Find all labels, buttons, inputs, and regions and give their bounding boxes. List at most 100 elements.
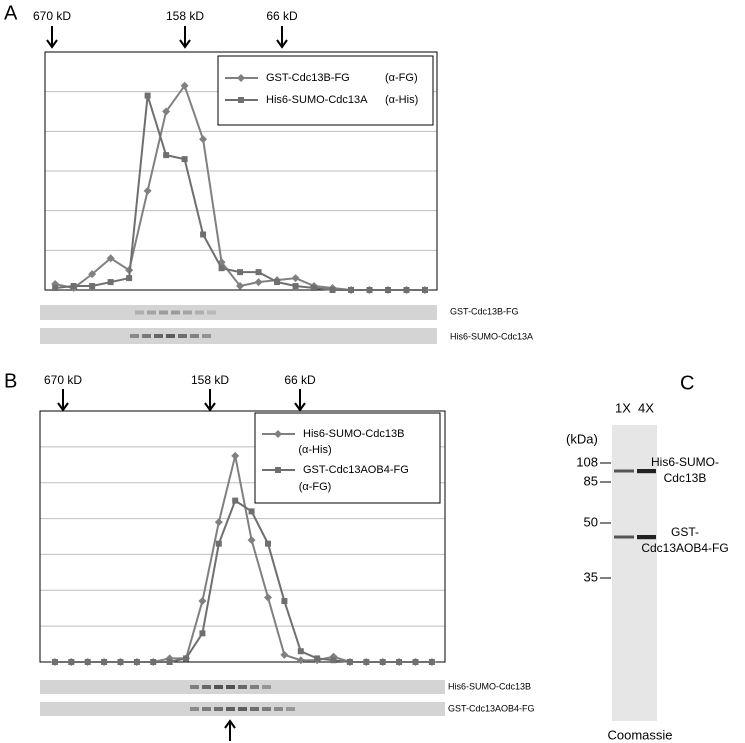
blot-band xyxy=(159,310,168,315)
size-arrow xyxy=(179,26,191,49)
series-line xyxy=(54,499,432,663)
marker xyxy=(255,269,262,276)
legend-label: His6-SUMO-Cdc13B xyxy=(303,428,404,440)
gel-band xyxy=(637,469,656,474)
marker xyxy=(166,659,173,665)
marker xyxy=(296,656,305,665)
marker xyxy=(236,282,245,291)
unit-label: (kDa) xyxy=(566,431,598,446)
blot-band xyxy=(147,310,156,315)
marker xyxy=(126,275,133,282)
blot-band xyxy=(214,685,223,689)
panel-label: C xyxy=(680,372,694,394)
marker xyxy=(181,156,188,163)
marker xyxy=(101,659,108,665)
marker xyxy=(133,659,140,665)
marker xyxy=(84,659,91,665)
marker xyxy=(280,650,289,659)
marker xyxy=(348,287,355,293)
blot-band xyxy=(226,707,235,711)
size-arrow xyxy=(204,389,216,412)
blot-band xyxy=(190,685,199,689)
marker xyxy=(88,270,97,279)
marker xyxy=(403,287,410,293)
marker xyxy=(314,655,321,662)
blot-label: His6-SUMO-Cdc13A xyxy=(450,331,533,341)
marker xyxy=(421,287,428,293)
marker xyxy=(329,287,336,293)
marker xyxy=(330,657,337,664)
blot-band xyxy=(262,707,271,711)
marker xyxy=(379,659,386,665)
legend-box xyxy=(254,412,441,504)
marker xyxy=(68,659,75,665)
lane-label: 1X xyxy=(615,400,631,415)
fraction-arrow xyxy=(224,719,236,741)
marker xyxy=(292,283,299,290)
gel-band xyxy=(614,469,634,473)
band-label: Cdc13AOB4-FG xyxy=(641,541,728,555)
size-arrow xyxy=(294,389,306,412)
marker xyxy=(291,274,300,283)
mw-marker: 85 xyxy=(584,473,598,488)
marker xyxy=(428,659,435,665)
size-marker-label: 158 kD xyxy=(191,373,229,387)
blot-band xyxy=(250,707,259,711)
blot-band xyxy=(190,334,199,338)
panel-label: B xyxy=(4,370,17,392)
marker xyxy=(231,451,240,460)
band-label: His6-SUMO- xyxy=(651,455,719,469)
blot-label: His6-SUMO-Cdc13B xyxy=(448,681,531,691)
blot-band xyxy=(190,707,199,711)
gel-band xyxy=(637,535,656,540)
size-arrow xyxy=(57,389,69,412)
marker xyxy=(385,287,391,293)
size-arrow xyxy=(46,26,58,49)
blot-band xyxy=(166,334,175,338)
marker xyxy=(363,659,370,665)
legend-label: GST-Cdc13AOB4-FG xyxy=(303,464,409,476)
marker xyxy=(274,279,281,286)
marker xyxy=(247,536,256,545)
marker xyxy=(52,285,59,292)
marker xyxy=(263,593,272,602)
marker xyxy=(396,659,403,665)
blot-band xyxy=(262,685,271,689)
marker xyxy=(412,659,419,665)
marker xyxy=(70,283,77,290)
marker xyxy=(237,74,245,82)
blot-band xyxy=(202,707,211,711)
size-marker-label: 66 kD xyxy=(266,9,298,23)
band-label: Cdc13B xyxy=(664,471,707,485)
blot-band xyxy=(142,334,151,338)
mw-marker: 35 xyxy=(584,569,598,584)
blot-label: GST-Cdc13B-FG xyxy=(450,306,519,316)
marker xyxy=(51,659,58,665)
blot-band xyxy=(171,310,180,315)
marker xyxy=(238,97,244,103)
marker xyxy=(143,186,152,195)
marker xyxy=(264,540,271,547)
blot-band xyxy=(130,334,139,338)
mw-marker: 108 xyxy=(576,454,598,469)
panel-label: A xyxy=(4,2,18,24)
blot-band xyxy=(250,685,259,689)
blot-band xyxy=(207,310,216,315)
blot-band xyxy=(195,310,204,315)
legend-antibody: (α-FG) xyxy=(299,481,332,493)
gel-band xyxy=(614,535,634,539)
blot-strip xyxy=(40,305,437,320)
blot-band xyxy=(214,707,223,711)
blot-band xyxy=(135,310,144,315)
marker xyxy=(198,597,207,606)
marker xyxy=(215,540,222,547)
legend-label: His6-SUMO-Cdc13A xyxy=(266,94,368,106)
marker xyxy=(281,598,288,605)
marker xyxy=(162,107,171,116)
gel xyxy=(612,425,657,721)
marker xyxy=(237,269,244,276)
marker xyxy=(297,648,304,655)
stain-label: Coomassie xyxy=(607,727,672,742)
marker xyxy=(248,508,255,515)
